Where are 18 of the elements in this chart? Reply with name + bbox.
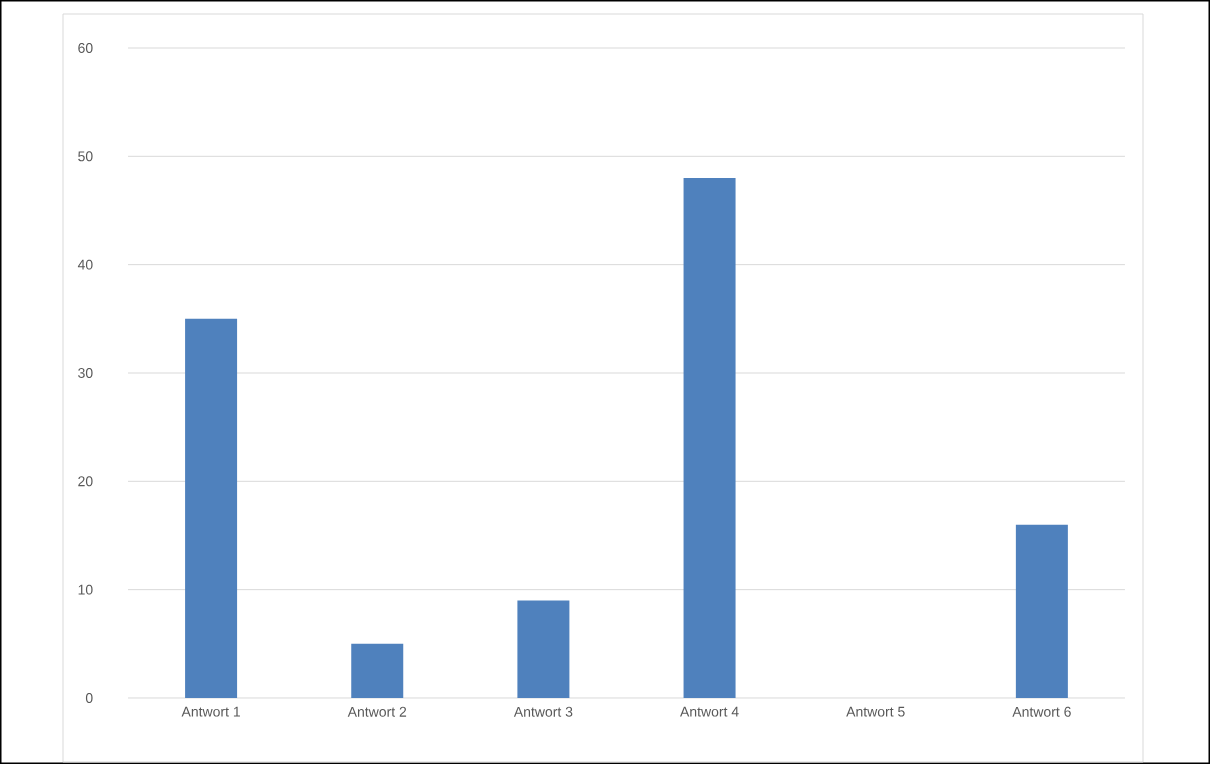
y-tick-label: 30 [78,368,93,378]
bar [351,643,404,698]
y-tick-label: 10 [78,584,93,595]
bar [517,600,570,698]
y-tick-label: 60 [78,43,93,53]
x-tick-label: Antwort 3 [513,706,573,717]
y-tick-label: 0 [85,693,93,703]
x-tick-label: Antwort 6 [1012,706,1071,717]
bar [185,318,238,698]
x-tick-label: Antwort 5 [846,706,905,717]
bar [683,177,736,698]
x-tick-label: Antwort 4 [680,706,739,717]
y-tick-label: 50 [78,151,93,162]
bar [1015,524,1068,698]
y-tick-label: 40 [77,259,93,270]
x-tick-label: Antwort 1 [181,706,240,717]
y-tick-label: 20 [78,476,93,487]
x-tick-label: Antwort 2 [347,706,407,717]
